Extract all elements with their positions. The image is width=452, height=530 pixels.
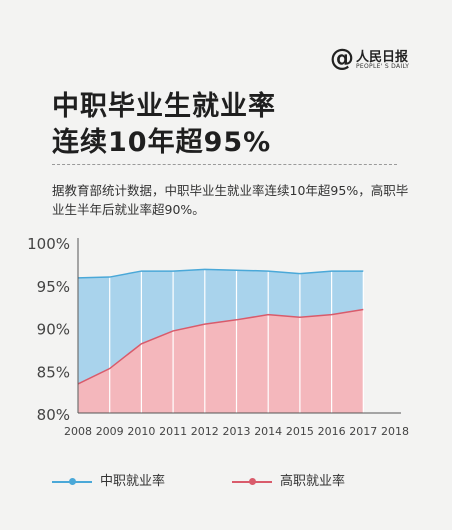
x-tick-label: 2008: [64, 425, 92, 438]
legend-dot-higher-vocational: [249, 478, 256, 485]
x-tick-label: 2009: [96, 425, 124, 438]
y-tick-label: 85%: [37, 363, 70, 381]
brand-name: 人民日报: [356, 50, 409, 65]
higher-vocational-line: [77, 308, 364, 385]
secondary-vocational-area: [78, 269, 364, 384]
legend-label-secondary-vocational: 中职就业率: [100, 474, 166, 489]
y-tick-label: 90%: [37, 321, 70, 339]
description-text: 据教育部统计数据，中职毕业生就业率连续10年超95%，高职毕业生半年后就业率超9…: [52, 183, 409, 217]
secondary-vocational-line: [77, 268, 364, 279]
x-tick-label: 2011: [159, 425, 187, 438]
page-title-line-2: 连续10年超95%: [52, 127, 272, 158]
page-title-line-1: 中职毕业生就业率: [52, 91, 276, 122]
peoples-daily-logo: @ 人民日报 PEOPLE' S DAILY: [330, 44, 440, 74]
y-tick-label: 95%: [37, 278, 70, 296]
x-tick-label: 2017: [349, 425, 377, 438]
legend-label-higher-vocational: 高职就业率: [280, 474, 346, 489]
y-tick-label: 100%: [27, 235, 70, 253]
x-tick-label: 2012: [191, 425, 219, 438]
x-tick-label: 2010: [127, 425, 155, 438]
y-tick-label: 80%: [37, 406, 70, 424]
dashed-divider: [52, 164, 397, 165]
x-tick-label: 2018: [381, 425, 409, 438]
x-tick-label: 2014: [254, 425, 282, 438]
x-tick-label: 2013: [223, 425, 251, 438]
brand-name-en: PEOPLE' S DAILY: [356, 63, 410, 70]
at-icon: @: [330, 44, 354, 72]
legend-dot-secondary-vocational: [69, 478, 76, 485]
employment-rate-chart: 100% 95% 90% 85% 80%2008 2009 2010 2011 2012 2013…: [27, 235, 409, 438]
higher-vocational-area: [78, 309, 364, 413]
x-tick-label: 2015: [286, 425, 314, 438]
x-tick-label: 2016: [318, 425, 346, 438]
